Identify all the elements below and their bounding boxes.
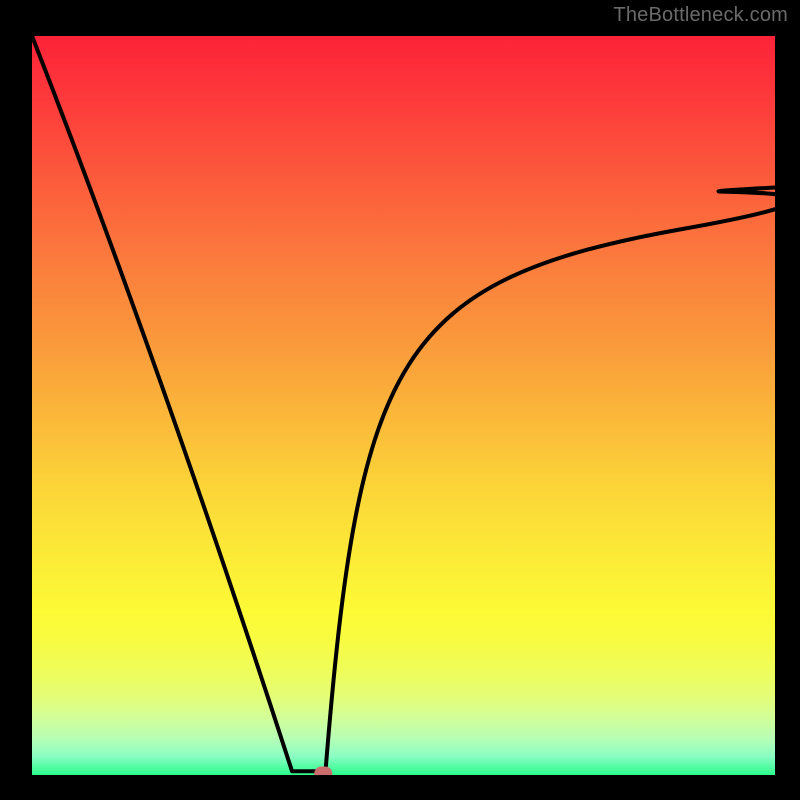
plot-area — [32, 36, 775, 775]
chart-background — [32, 36, 775, 775]
chart-svg — [32, 36, 775, 775]
watermark-text: TheBottleneck.com — [613, 4, 788, 27]
valley-marker — [314, 767, 332, 775]
canvas: TheBottleneck.com — [0, 0, 800, 800]
v-curve — [32, 36, 775, 771]
